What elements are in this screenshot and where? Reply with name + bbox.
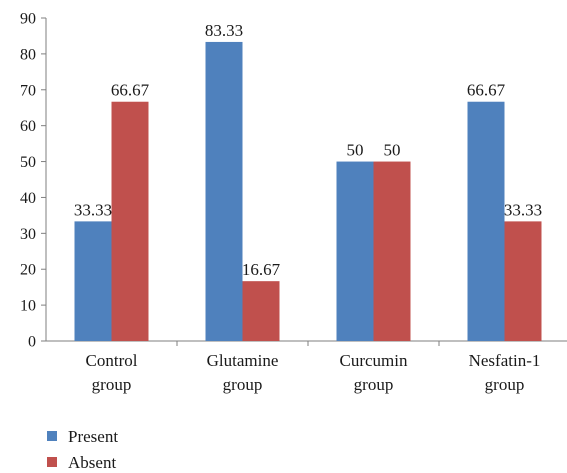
bar-present (336, 161, 374, 341)
y-tick-label: 0 (28, 334, 36, 351)
bar-present (74, 221, 112, 341)
data-label: 66.67 (467, 81, 506, 100)
data-label: 16.67 (242, 260, 281, 279)
category-label: group (354, 375, 394, 394)
bar-absent (373, 161, 411, 341)
data-label: 66.67 (111, 81, 150, 100)
y-tick-label: 20 (20, 262, 36, 279)
category-label: Control (86, 351, 138, 370)
legend-swatch-absent (47, 457, 57, 467)
data-label: 33.33 (504, 200, 542, 219)
bar-absent (111, 101, 149, 341)
bar-present (205, 41, 243, 341)
category-label: Curcumin (340, 351, 408, 370)
bar-absent (242, 281, 280, 341)
y-tick-label: 10 (20, 298, 36, 315)
y-tick-label: 70 (20, 82, 36, 99)
legend-label-absent: Absent (68, 453, 116, 472)
y-tick-label: 90 (20, 11, 36, 28)
bar-absent (504, 221, 542, 341)
data-label: 83.33 (205, 21, 243, 40)
y-tick-label: 40 (20, 190, 36, 207)
legend-label-present: Present (68, 427, 118, 446)
category-label: group (485, 375, 525, 394)
bar-present (467, 101, 505, 341)
data-label: 50 (347, 141, 364, 160)
data-label: 33.33 (74, 200, 112, 219)
y-tick-label: 60 (20, 118, 36, 135)
category-label: group (92, 375, 132, 394)
category-label: Nesfatin-1 (469, 351, 541, 370)
category-label: Glutamine (207, 351, 279, 370)
legend-swatch-present (47, 431, 57, 441)
y-tick-label: 80 (20, 46, 36, 63)
category-label: group (223, 375, 263, 394)
legend: Present Absent (47, 427, 118, 472)
y-tick-label: 30 (20, 226, 36, 243)
data-label: 50 (384, 141, 401, 160)
y-tick-label: 50 (20, 154, 36, 171)
plot-area: 0 10 20 30 40 50 60 70 80 90 33.33 66.67 Control grou… (20, 11, 567, 394)
